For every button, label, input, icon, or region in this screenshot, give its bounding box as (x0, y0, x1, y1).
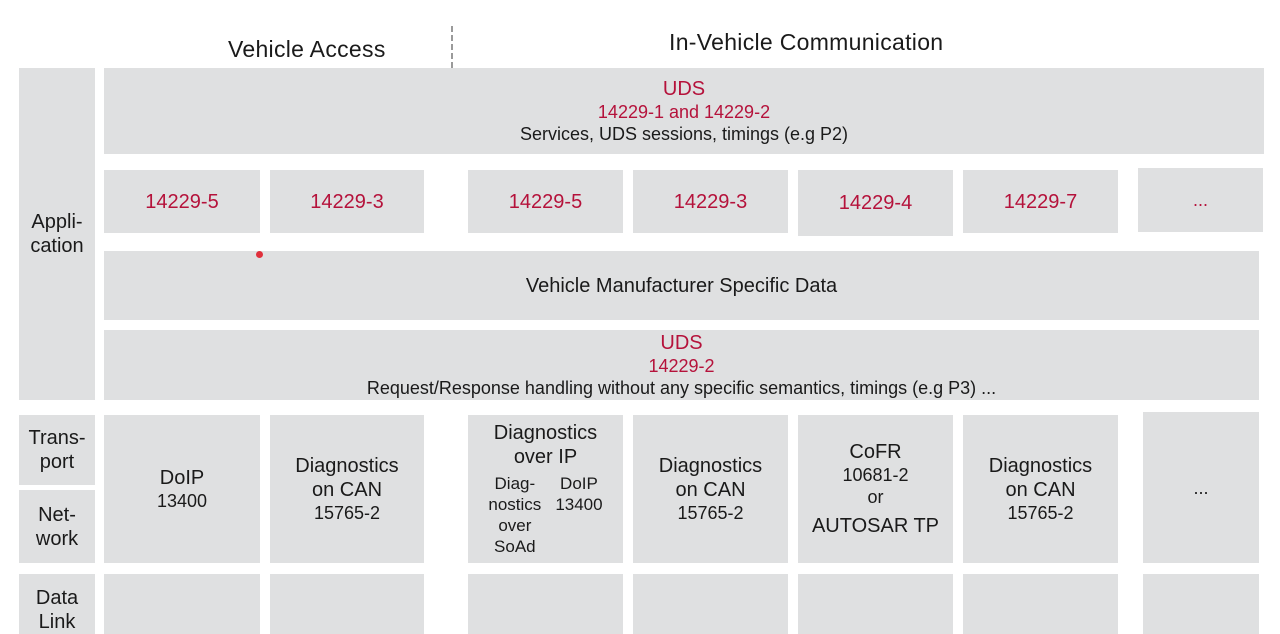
data-link-box (468, 574, 623, 634)
impl-box: 14229-7 (963, 170, 1118, 233)
data-link-box (104, 574, 260, 634)
uds-title: UDS (662, 78, 706, 100)
uds-standard: 14229-1 and 14229-2 (597, 102, 771, 122)
in-vehicle-header: In-Vehicle Communication (669, 29, 944, 55)
transport-more-box: ... (1143, 412, 1259, 563)
diagnostics-on-can-box: Diagnostics on CAN 15765-2 (963, 415, 1118, 563)
uds-title: UDS (660, 332, 703, 354)
uds-standard: 14229-2 (648, 356, 715, 376)
transport-layer-label: Trans- port (19, 415, 95, 485)
impl-box: 14229-5 (104, 170, 260, 233)
data-link-box (1143, 574, 1259, 634)
pointer-dot (256, 251, 263, 258)
uds-request-response-box: UDS 14229-2 Request/Response handling wi… (104, 330, 1259, 400)
impl-more-box: ... (1138, 168, 1263, 232)
diagnostics-on-can-box: Diagnostics on CAN 15765-2 (270, 415, 424, 563)
uds-description: Services, UDS sessions, timings (e.g P2) (519, 124, 849, 144)
cofr-box: CoFR 10681-2 or AUTOSAR TP (798, 415, 953, 563)
header-divider (451, 26, 453, 68)
data-link-box (798, 574, 953, 634)
data-link-box (963, 574, 1118, 634)
data-link-box (633, 574, 788, 634)
manufacturer-data-box: Vehicle Manufacturer Specific Data (104, 251, 1259, 320)
data-link-layer-label: Data Link (19, 574, 95, 634)
impl-box: 14229-4 (798, 170, 953, 236)
doip-column: DoIP 13400 (555, 474, 603, 514)
diagnostics-over-ip-box: Diagnostics over IP Diag- nostics over S… (468, 415, 623, 563)
uds-description: Request/Response handling without any sp… (366, 378, 997, 398)
application-layer-label: Appli- cation (19, 68, 95, 400)
uds-services-box: UDS 14229-1 and 14229-2 Services, UDS se… (104, 68, 1264, 154)
soad-column: Diag- nostics over SoAd (488, 474, 542, 556)
vehicle-access-header: Vehicle Access (228, 36, 386, 62)
diagnostics-on-can-box: Diagnostics on CAN 15765-2 (633, 415, 788, 563)
network-layer-label: Net- work (19, 490, 95, 563)
impl-box: 14229-3 (270, 170, 424, 233)
impl-box: 14229-3 (633, 170, 788, 233)
impl-box: 14229-5 (468, 170, 623, 233)
data-link-box (270, 574, 424, 634)
doip-box: DoIP 13400 (104, 415, 260, 563)
